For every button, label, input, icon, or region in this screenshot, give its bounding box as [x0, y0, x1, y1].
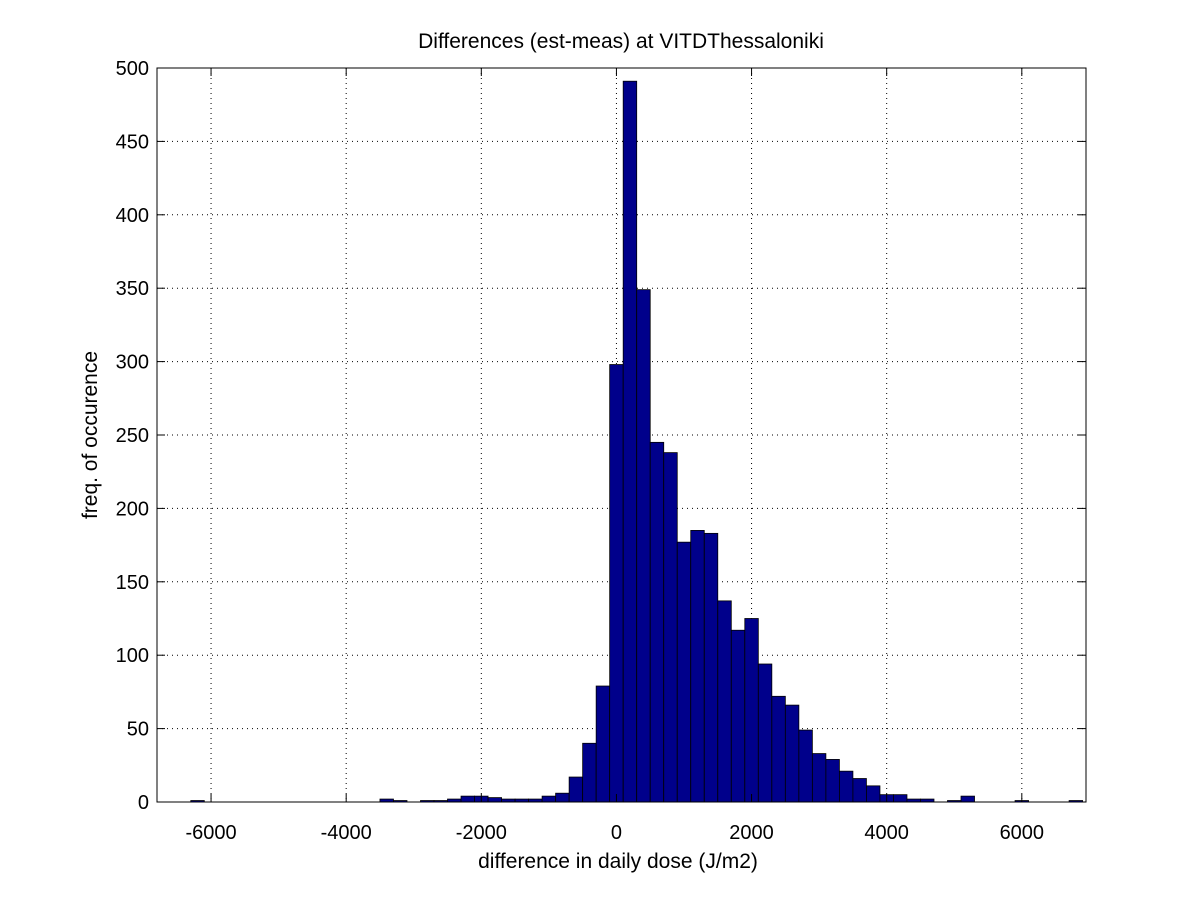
histogram-bar	[825, 759, 840, 803]
histogram-bar	[771, 695, 786, 803]
histogram-bar	[663, 452, 678, 803]
x-tick-label: 2000	[729, 822, 774, 844]
x-tick-label: -2000	[456, 822, 507, 844]
histogram-bar	[960, 795, 975, 803]
x-tick-label: 0	[611, 822, 622, 844]
y-tick-label: 200	[116, 498, 149, 520]
histogram-bar	[717, 600, 732, 803]
histogram-bar	[757, 663, 773, 803]
y-tick-label: 300	[116, 352, 149, 374]
y-tick-label: 400	[116, 205, 149, 227]
histogram-bar	[852, 778, 867, 803]
histogram-bar	[730, 629, 746, 803]
histogram-bar	[798, 729, 813, 803]
histogram-bar	[487, 797, 502, 803]
histogram-bar	[676, 541, 692, 803]
x-axis-label: difference in daily dose (J/m2)	[478, 850, 758, 873]
histogram-bar	[636, 289, 651, 803]
histogram-bar	[595, 685, 611, 803]
histogram-bar	[703, 532, 719, 803]
histogram-bar	[555, 792, 570, 803]
x-tick-label: -6000	[185, 822, 236, 844]
y-tick-label: 500	[116, 58, 149, 80]
y-tick-label: 100	[116, 645, 149, 667]
x-axis-ticks: -6000 -4000 -2000 0 2000 4000 6000	[185, 68, 1044, 844]
y-tick-label: 450	[116, 131, 149, 153]
histogram-bar	[568, 776, 584, 803]
x-tick-label: 4000	[864, 822, 909, 844]
x-tick-label: -4000	[321, 822, 372, 844]
y-axis-label: freq. of occurence	[79, 351, 102, 519]
histogram-bar	[649, 441, 665, 803]
histogram-bar	[541, 795, 557, 803]
y-tick-label: 150	[116, 572, 149, 594]
histogram-bar	[744, 618, 759, 803]
y-tick-label: 50	[127, 719, 149, 741]
histogram-bar	[690, 530, 705, 803]
histogram-bar	[893, 794, 908, 803]
chart-title: Differences (est-meas) at VITDThessaloni…	[418, 30, 824, 53]
y-tick-label: 250	[116, 425, 149, 447]
y-tick-label: 0	[138, 792, 149, 814]
histogram-bar	[784, 704, 800, 803]
y-axis-ticks: 0 50 100 150 200 250 300 350 400 450 500	[116, 58, 1086, 814]
histogram-bar	[838, 770, 854, 803]
histogram-bar	[609, 364, 624, 803]
histogram-bar	[460, 795, 475, 803]
x-tick-label: 6000	[1000, 822, 1045, 844]
histogram-bar	[582, 742, 597, 803]
histogram-bar	[622, 80, 638, 803]
histogram-bar	[811, 753, 827, 803]
histogram-bars	[190, 80, 1084, 803]
y-tick-label: 350	[116, 278, 149, 300]
histogram-bar	[866, 785, 881, 803]
